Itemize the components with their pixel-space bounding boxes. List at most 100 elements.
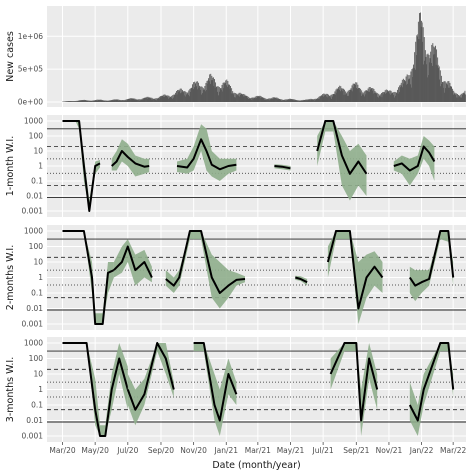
wi-line-segment-1 — [62, 230, 115, 325]
daily-cases-bar — [66, 101, 68, 102]
daily-cases-bar — [314, 98, 316, 102]
daily-cases-bar — [145, 97, 147, 102]
daily-cases-bar — [107, 100, 108, 102]
daily-cases-bar — [385, 93, 387, 102]
daily-cases-bar — [325, 94, 327, 102]
panel-background-1 — [47, 6, 466, 107]
daily-cases-bar — [461, 93, 463, 102]
daily-cases-bar — [96, 99, 98, 102]
daily-cases-bar — [220, 89, 222, 102]
daily-cases-bar — [439, 79, 441, 102]
daily-cases-bar — [124, 99, 126, 102]
daily-cases-bar — [378, 95, 380, 102]
daily-cases-bar — [410, 87, 412, 102]
daily-cases-bar — [188, 90, 190, 102]
confidence-band-segment-4 — [330, 343, 378, 436]
daily-cases-bar — [169, 97, 170, 102]
daily-cases-bar — [278, 98, 280, 102]
daily-cases-bar — [315, 98, 317, 102]
daily-cases-bar — [331, 94, 333, 102]
x-tick-label: Jul/20 — [116, 446, 138, 455]
daily-cases-bar — [215, 82, 217, 102]
y-axis-label-wi-2: 2-months W.I. — [5, 245, 16, 310]
daily-cases-bar — [227, 85, 229, 102]
daily-cases-bar — [181, 89, 183, 102]
daily-cases-bar — [123, 100, 125, 102]
daily-cases-bar — [240, 94, 242, 102]
daily-cases-bar — [462, 93, 464, 102]
daily-cases-bar — [427, 77, 428, 102]
daily-cases-bar — [430, 51, 432, 102]
daily-cases-bar — [261, 97, 263, 102]
daily-cases-bar — [336, 88, 338, 102]
daily-cases-bar — [421, 20, 423, 102]
daily-cases-bar — [85, 100, 87, 102]
daily-cases-bar — [307, 99, 309, 102]
wi-line-segment-2 — [113, 245, 153, 278]
daily-cases-bar — [324, 93, 326, 102]
daily-cases-bar — [200, 89, 202, 102]
daily-cases-bar — [452, 88, 454, 102]
y-tick-label-wi: 0.1 — [31, 289, 43, 298]
daily-cases-bar — [100, 100, 102, 102]
daily-cases-bar — [162, 94, 164, 102]
daily-cases-bar — [428, 75, 429, 102]
y-tick-label-cases: 5e+05 — [18, 65, 43, 74]
daily-cases-bar — [462, 94, 464, 102]
daily-cases-bar — [452, 94, 454, 102]
daily-cases-bar — [243, 93, 245, 102]
daily-cases-bar — [445, 82, 447, 102]
daily-cases-bar — [96, 100, 98, 102]
daily-cases-bar — [79, 100, 81, 102]
daily-cases-bar — [247, 98, 249, 102]
daily-cases-bar — [305, 100, 307, 102]
daily-cases-bar — [356, 88, 358, 102]
daily-cases-bar — [177, 91, 179, 102]
daily-cases-bar — [294, 99, 296, 102]
daily-cases-bar — [86, 100, 88, 102]
daily-cases-bar — [367, 90, 368, 102]
daily-cases-bar — [229, 84, 230, 102]
daily-cases-bar — [405, 81, 406, 102]
daily-cases-bar — [463, 92, 465, 102]
daily-cases-bar — [323, 93, 325, 102]
daily-cases-bar — [161, 95, 162, 102]
daily-cases-bar — [268, 98, 269, 102]
y-tick-label-wi: 0.1 — [31, 177, 43, 186]
confidence-band-segment-3 — [193, 343, 237, 436]
daily-cases-bar — [92, 100, 94, 102]
daily-cases-bar — [126, 100, 128, 102]
x-tick-label: Nov/21 — [376, 446, 403, 455]
daily-cases-bar — [347, 90, 349, 102]
y-tick-label-wi: 100 — [29, 242, 44, 251]
daily-cases-bar — [377, 93, 379, 102]
daily-cases-bar — [378, 94, 380, 102]
daily-cases-bar — [348, 95, 350, 102]
daily-cases-bar — [71, 101, 73, 102]
daily-cases-bar — [88, 101, 90, 102]
daily-cases-bar — [223, 82, 225, 102]
daily-cases-bar — [386, 92, 388, 102]
daily-cases-bar — [208, 81, 210, 102]
daily-cases-bar — [224, 83, 226, 102]
daily-cases-bar — [142, 98, 144, 102]
daily-cases-bar — [269, 98, 271, 102]
daily-cases-bar — [350, 88, 352, 102]
daily-cases-bar — [317, 98, 319, 102]
daily-cases-bar — [170, 96, 172, 102]
daily-cases-bar — [416, 36, 418, 102]
daily-cases-bar — [284, 100, 286, 102]
daily-cases-bar — [248, 96, 250, 102]
daily-cases-bar — [366, 90, 367, 102]
daily-cases-bar — [168, 95, 170, 102]
daily-cases-bar — [135, 99, 137, 102]
daily-cases-bar — [101, 100, 103, 102]
daily-cases-bar — [415, 41, 417, 102]
daily-cases-bar — [392, 92, 394, 102]
daily-cases-bar — [105, 100, 107, 102]
daily-cases-bar — [337, 88, 339, 102]
daily-cases-bar — [151, 97, 153, 102]
daily-cases-bar — [186, 93, 188, 102]
daily-cases-bar — [276, 97, 278, 102]
daily-cases-bar — [138, 99, 139, 102]
